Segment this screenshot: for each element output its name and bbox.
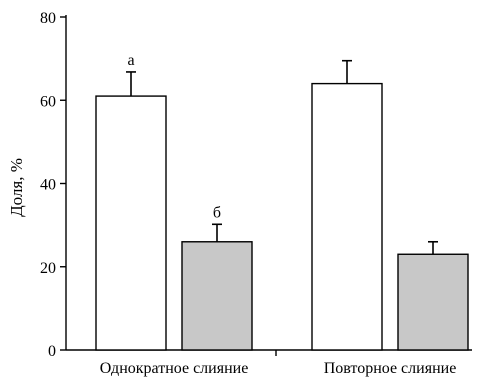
category-label: Повторное слияние: [324, 360, 457, 377]
y-axis-label: Доля, %: [7, 158, 26, 217]
significance-annotation: а: [127, 52, 134, 69]
category-label: Однократное слияние: [100, 360, 249, 377]
y-tick-label: 0: [48, 343, 56, 360]
bars: [95, 59, 469, 351]
bar: [181, 241, 253, 351]
labels: 0 20 40 60 80 Доля, % Однократное слияние Повто…: [7, 10, 456, 377]
bar: [397, 253, 469, 351]
bar: [95, 95, 167, 351]
y-tick-label: 80: [40, 10, 56, 27]
significance-annotation: б: [213, 204, 221, 221]
y-tick-label: 40: [40, 177, 56, 194]
y-tick-label: 60: [40, 93, 56, 110]
y-tick-label: 20: [40, 260, 56, 277]
bar: [311, 82, 383, 351]
